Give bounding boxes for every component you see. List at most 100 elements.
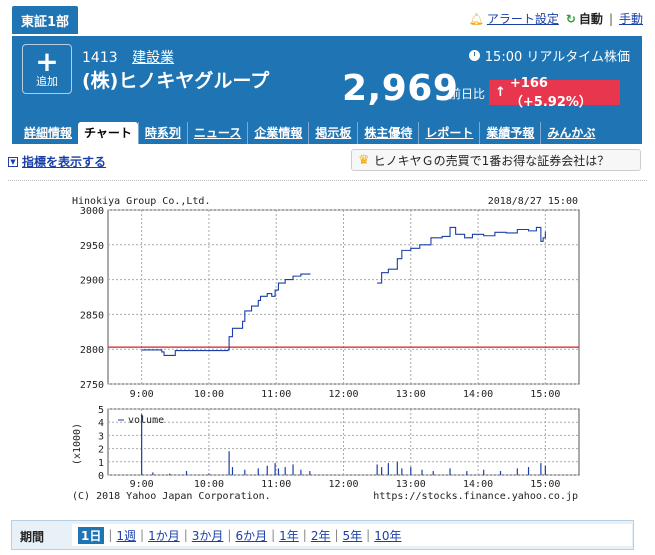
volume-time-label: 11:00 bbox=[261, 479, 291, 490]
price-change: +166（+5.92%） bbox=[509, 75, 592, 110]
market-tab: 東証1部 bbox=[12, 6, 78, 34]
period-options: 1日 | 1週 | 1か月 | 3か月 | 6か月 | 1年 | 2年 | 5年 | 10年 bbox=[72, 524, 632, 546]
volume-tick-label: 4 bbox=[98, 418, 104, 429]
chevron-down-icon: ▼ bbox=[8, 156, 18, 167]
clock-icon bbox=[468, 50, 480, 61]
time-tick-label: 12:00 bbox=[328, 389, 358, 400]
period-option-3[interactable]: 3か月 bbox=[191, 528, 224, 543]
code-line: 1413 建設業 bbox=[82, 47, 174, 67]
divider: | bbox=[608, 11, 613, 26]
manual-refresh-link[interactable]: 手動 bbox=[618, 12, 643, 26]
chart-svg: Hinokiya Group Co.,Ltd. 2018/8/27 15:0030… bbox=[72, 196, 580, 502]
price-plot-area bbox=[107, 209, 580, 385]
tab-5[interactable]: 掲示板 bbox=[308, 122, 357, 144]
stock-header: + 追加 1413 建設業 (株)ヒノキヤグループ 15:00 リアルタイム株価… bbox=[12, 36, 642, 144]
period-option-4[interactable]: 6か月 bbox=[235, 528, 268, 543]
time-tick-label: 14:00 bbox=[463, 389, 493, 400]
volume-tick-label: 2 bbox=[98, 445, 104, 456]
period-option-1[interactable]: 1週 bbox=[116, 528, 137, 543]
stock-price: 2,969 bbox=[342, 68, 459, 109]
tab-0[interactable]: 詳細情報 bbox=[24, 126, 73, 140]
tab-2[interactable]: 時系列 bbox=[137, 122, 187, 144]
price-tick-label: 2850 bbox=[80, 310, 104, 321]
volume-time-label: 15:00 bbox=[530, 479, 560, 490]
period-divider: | bbox=[227, 528, 232, 542]
chart-source: https://stocks.finance.yahoo.co.jp bbox=[373, 491, 578, 502]
show-indicator-link[interactable]: 指標を表示する bbox=[22, 155, 107, 169]
volume-time-label: 12:00 bbox=[328, 479, 358, 490]
chart-copyright: (C) 2018 Yahoo Japan Corporation. bbox=[72, 491, 271, 502]
time-tick-label: 9:00 bbox=[130, 389, 154, 400]
volume-tick-label: 3 bbox=[98, 431, 104, 442]
time-tick-label: 13:00 bbox=[396, 389, 426, 400]
volume-tick-label: 0 bbox=[98, 471, 104, 482]
time-tick-label: 15:00 bbox=[530, 389, 560, 400]
price-tick-label: 2750 bbox=[80, 380, 104, 391]
stock-code: 1413 bbox=[82, 50, 118, 66]
tab-9[interactable]: みんかぶ bbox=[540, 122, 601, 144]
divider bbox=[8, 180, 647, 181]
period-option-5[interactable]: 1年 bbox=[279, 528, 299, 543]
prev-day-label: 前日比 bbox=[449, 87, 486, 101]
tab-4[interactable]: 企業情報 bbox=[247, 122, 308, 144]
time-tick-label: 10:00 bbox=[194, 389, 224, 400]
period-divider: | bbox=[302, 528, 307, 542]
tab-6[interactable]: 株主優待 bbox=[357, 122, 418, 144]
volume-time-label: 10:00 bbox=[194, 479, 224, 490]
company-name: (株)ヒノキヤグループ bbox=[82, 70, 270, 92]
auto-refresh-label[interactable]: 自動 bbox=[578, 12, 603, 26]
chart-title: Hinokiya Group Co.,Ltd. bbox=[72, 196, 210, 207]
chart-date: 2018/8/27 15:00 bbox=[488, 196, 578, 207]
tab-1[interactable]: チャート bbox=[78, 122, 138, 144]
realtime-label: 15:00 リアルタイム株価 bbox=[468, 46, 630, 65]
crown-icon: ♛ bbox=[358, 152, 370, 168]
promo-text: ヒノキヤＧの売買で1番お得な証券会社は？ bbox=[373, 153, 610, 168]
volume-legend-label: volume bbox=[128, 415, 164, 426]
price-line-morning bbox=[141, 273, 311, 357]
stock-tabs: 詳細情報 チャート 時系列 ニュース 企業情報 掲示板 株主優待 レポート 業績予報 みんかぶ bbox=[18, 122, 601, 144]
industry-link[interactable]: 建設業 bbox=[132, 50, 175, 66]
period-divider: | bbox=[108, 528, 113, 542]
price-tick-label: 2800 bbox=[80, 345, 104, 356]
time-tick-label: 11:00 bbox=[261, 389, 291, 400]
period-label: 期間 bbox=[20, 530, 45, 544]
add-watchlist-button[interactable]: + 追加 bbox=[22, 44, 72, 94]
period-option-8[interactable]: 10年 bbox=[374, 528, 402, 543]
volume-time-label: 14:00 bbox=[463, 479, 493, 490]
promo-banner[interactable]: ♛ ヒノキヤＧの売買で1番お得な証券会社は？ bbox=[351, 149, 641, 171]
indicator-toggle[interactable]: ▼ 指標を表示する bbox=[8, 153, 106, 170]
period-divider: | bbox=[183, 528, 188, 542]
tab-7[interactable]: レポート bbox=[418, 122, 479, 144]
bell-icon: 🔔︎ bbox=[468, 11, 484, 26]
tab-3[interactable]: ニュース bbox=[186, 122, 247, 144]
volume-tick-label: 5 bbox=[98, 405, 104, 416]
period-option-6[interactable]: 2年 bbox=[310, 528, 331, 543]
volume-time-label: 9:00 bbox=[130, 479, 154, 490]
period-option-0[interactable]: 1日 bbox=[78, 526, 105, 544]
period-divider: | bbox=[140, 528, 145, 542]
plus-icon: + bbox=[35, 45, 59, 78]
refresh-icon: ↻ bbox=[565, 11, 576, 26]
period-divider: | bbox=[271, 528, 276, 542]
price-tick-label: 3000 bbox=[80, 206, 104, 217]
period-option-2[interactable]: 1か月 bbox=[148, 528, 180, 543]
top-links: 🔔︎ アラート設定 ↻ 自動 | 手動 bbox=[469, 10, 643, 27]
price-change-badge: ↑ +166（+5.92%） bbox=[489, 76, 620, 110]
volume-tick-label: 1 bbox=[98, 458, 104, 469]
price-tick-label: 2900 bbox=[80, 276, 104, 287]
price-tick-label: 2950 bbox=[80, 241, 104, 252]
add-label: 追加 bbox=[36, 75, 58, 88]
tab-8[interactable]: 業績予報 bbox=[479, 122, 540, 144]
period-option-7[interactable]: 5年 bbox=[342, 528, 363, 543]
alert-link[interactable]: アラート設定 bbox=[486, 12, 559, 26]
period-divider: | bbox=[366, 528, 371, 542]
period-selector: 期間 1日 | 1週 | 1か月 | 3か月 | 6か月 | 1年 | 2年 | 5年 | 10年 bbox=[11, 520, 634, 550]
volume-axis-label: (x1000) bbox=[72, 423, 83, 465]
up-arrow-icon: ↑ bbox=[495, 85, 506, 100]
volume-time-label: 13:00 bbox=[396, 479, 426, 490]
realtime-text: 15:00 リアルタイム株価 bbox=[484, 50, 630, 65]
stock-chart: Hinokiya Group Co.,Ltd. 2018/8/27 15:00 30… bbox=[0, 182, 655, 512]
price-line-afternoon bbox=[377, 226, 546, 284]
period-divider: | bbox=[334, 528, 339, 542]
